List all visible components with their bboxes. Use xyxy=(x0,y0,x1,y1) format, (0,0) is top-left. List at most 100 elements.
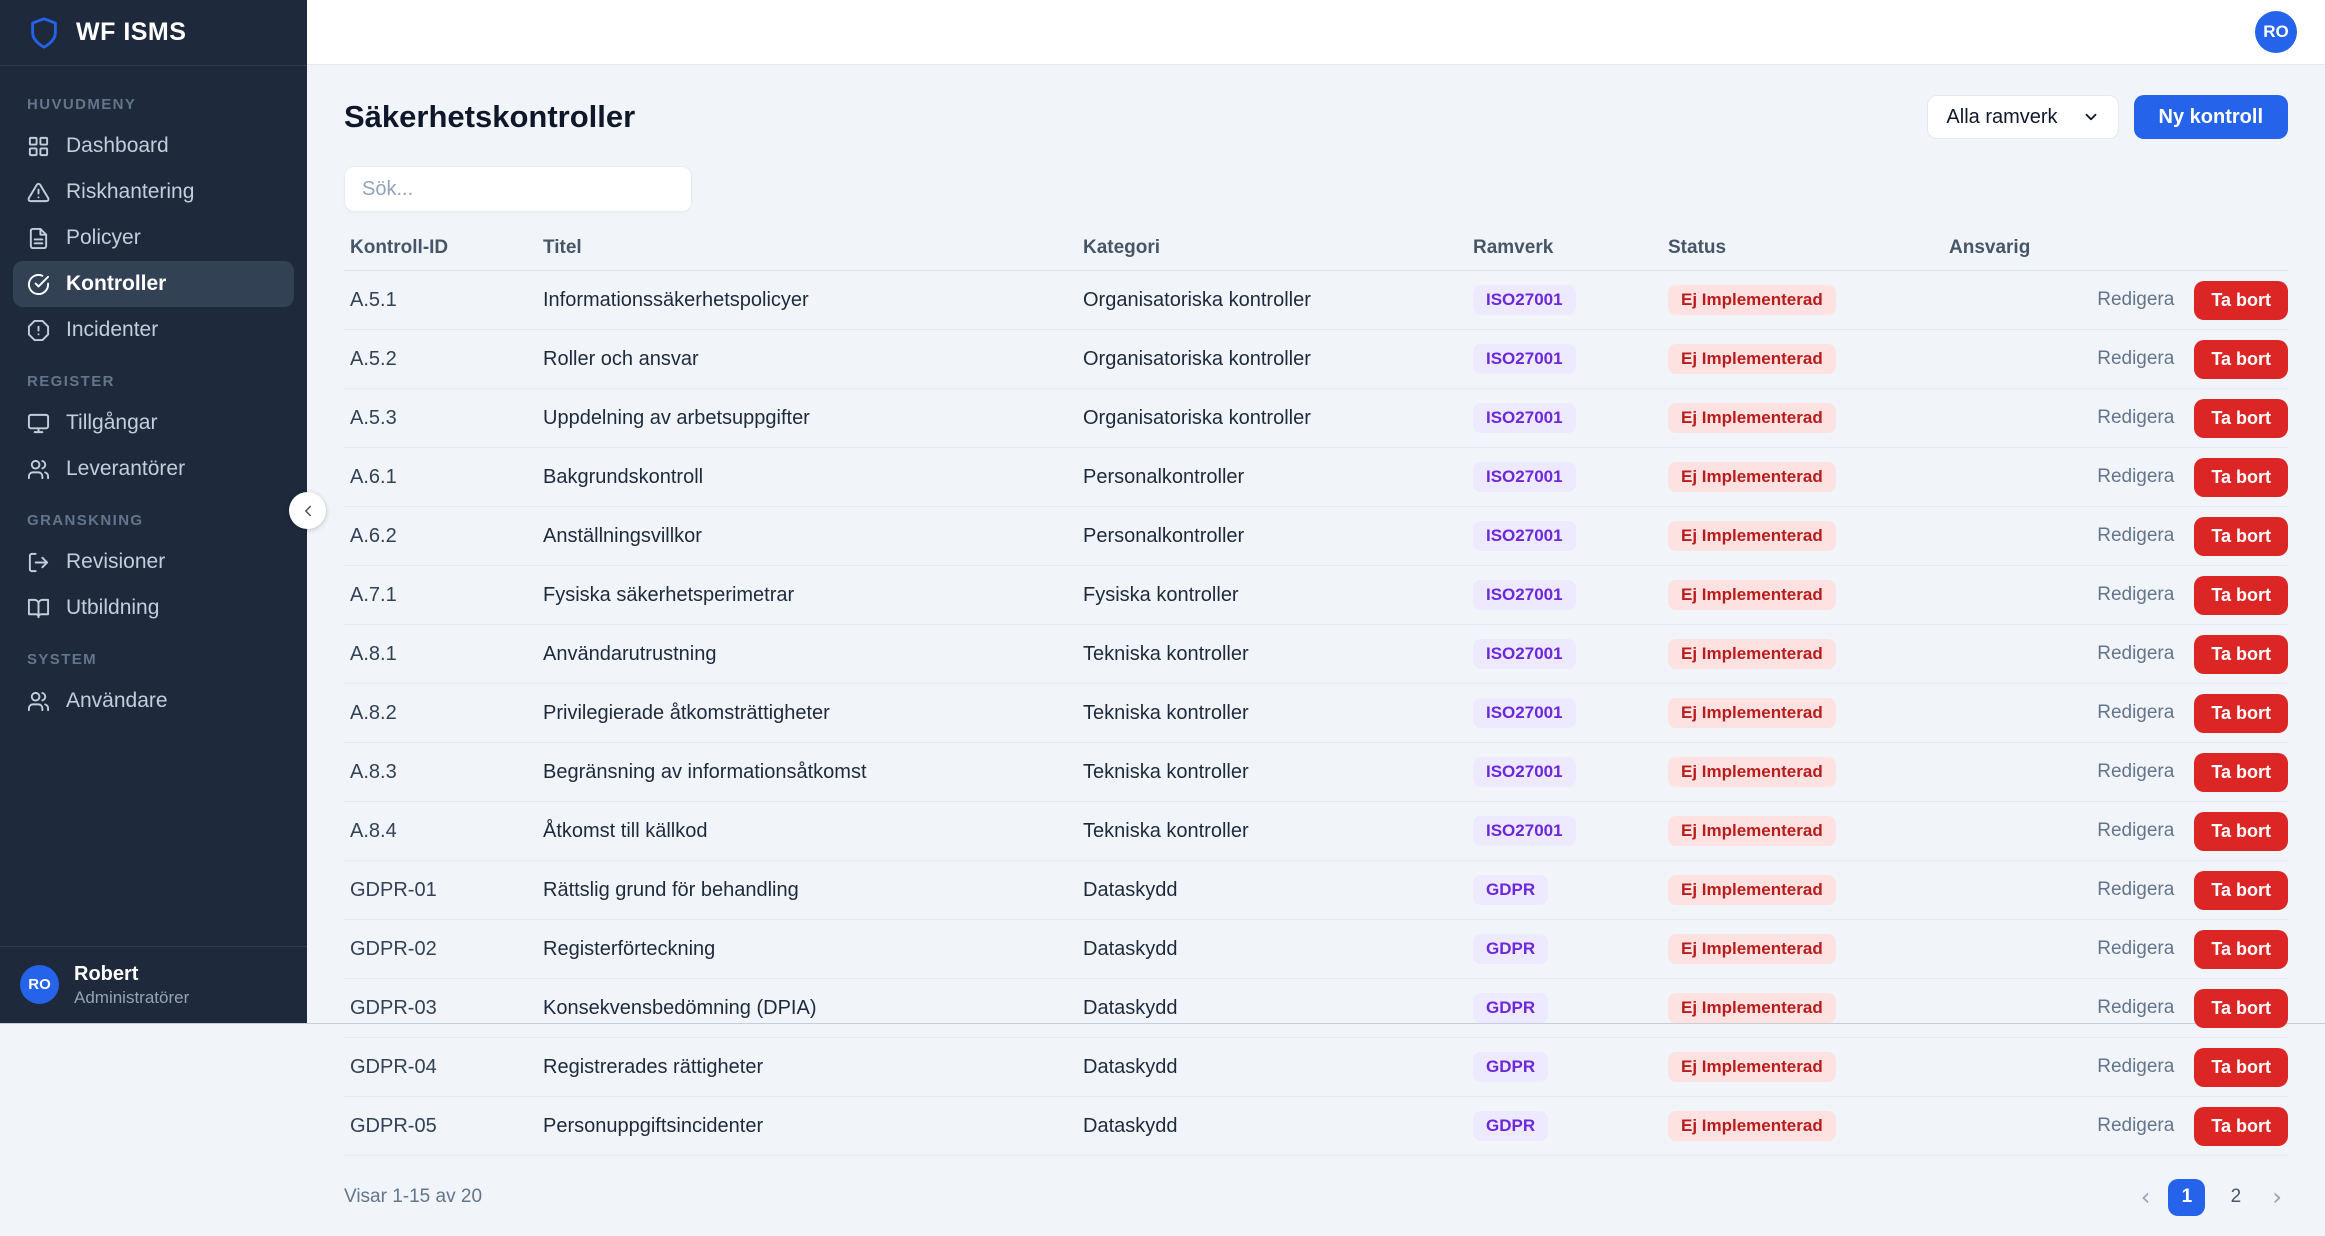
pagination-prev-button[interactable]: ‹ xyxy=(2140,1183,2151,1211)
delete-button[interactable]: Ta bort xyxy=(2194,870,2288,910)
cell-title: Registrerades rättigheter xyxy=(543,1055,764,1078)
cell-actions: Redigera Ta bort xyxy=(2096,339,2288,379)
cell-category: Tekniska kontroller xyxy=(1083,760,1249,783)
framework-filter-select[interactable]: Alla ramverk xyxy=(1927,95,2119,139)
pagination-page-2[interactable]: 2 xyxy=(2217,1179,2254,1216)
delete-button[interactable]: Ta bort xyxy=(2194,988,2288,1028)
delete-button[interactable]: Ta bort xyxy=(2194,752,2288,792)
edit-link[interactable]: Redigera xyxy=(2097,1115,2175,1136)
sidebar-item-utbildning[interactable]: Utbildning xyxy=(13,585,294,631)
edit-link[interactable]: Redigera xyxy=(2097,820,2175,841)
sidebar-item-revisioner[interactable]: Revisioner xyxy=(13,539,294,585)
sidebar-item-label: Dashboard xyxy=(66,134,169,157)
table-header-row: Kontroll-ID Titel Kategori Ramverk Statu… xyxy=(344,225,2288,271)
cell-framework: ISO27001 xyxy=(1473,402,1668,434)
delete-button[interactable]: Ta bort xyxy=(2194,339,2288,379)
cell-framework: ISO27001 xyxy=(1473,461,1668,493)
cell-status: Ej Implementerad xyxy=(1668,933,1949,965)
cell-status: Ej Implementerad xyxy=(1668,815,1949,847)
delete-button[interactable]: Ta bort xyxy=(2194,575,2288,615)
sidebar-item-tillgangar[interactable]: Tillgångar xyxy=(13,400,294,446)
cell-category: Dataskydd xyxy=(1083,996,1178,1019)
edit-link[interactable]: Redigera xyxy=(2097,1056,2175,1077)
edit-link[interactable]: Redigera xyxy=(2097,938,2175,959)
cell-actions: Redigera Ta bort xyxy=(2096,457,2288,497)
table-row: GDPR-04 Registrerades rättigheter Dataskyd… xyxy=(344,1038,2288,1097)
avatar: RO xyxy=(20,965,59,1005)
table-row: GDPR-05 Personuppgiftsincidenter Dataskydd… xyxy=(344,1097,2288,1156)
delete-button[interactable]: Ta bort xyxy=(2194,398,2288,438)
delete-button[interactable]: Ta bort xyxy=(2194,457,2288,497)
pagination-page-1[interactable]: 1 xyxy=(2168,1178,2206,1216)
cell-category: Dataskydd xyxy=(1083,1114,1178,1137)
framework-badge: GDPR xyxy=(1473,1051,1549,1083)
cell-category: Organisatoriska kontroller xyxy=(1083,288,1311,311)
cell-framework: ISO27001 xyxy=(1473,697,1668,729)
edit-link[interactable]: Redigera xyxy=(2097,466,2175,487)
edit-link[interactable]: Redigera xyxy=(2097,761,2175,782)
cell-framework: GDPR xyxy=(1473,933,1668,965)
delete-button[interactable]: Ta bort xyxy=(2194,516,2288,556)
sidebar: WF ISMS HUVUDMENY Dashboard Riskhanterin… xyxy=(0,0,307,1023)
status-badge: Ej Implementerad xyxy=(1668,402,1836,434)
page-header: Säkerhetskontroller Alla ramverk Ny kont… xyxy=(344,95,2288,139)
user-avatar[interactable]: RO xyxy=(2255,11,2297,53)
user-name: Robert xyxy=(74,962,139,985)
cell-status: Ej Implementerad xyxy=(1668,638,1949,670)
cell-actions: Redigera Ta bort xyxy=(2096,1047,2288,1087)
delete-button[interactable]: Ta bort xyxy=(2194,1106,2288,1146)
cell-category: Tekniska kontroller xyxy=(1083,819,1249,842)
edit-link[interactable]: Redigera xyxy=(2097,702,2175,723)
new-control-button[interactable]: Ny kontroll xyxy=(2133,95,2288,139)
edit-link[interactable]: Redigera xyxy=(2097,643,2175,664)
app-logo: WF ISMS xyxy=(0,0,307,66)
table-body: A.5.1 Informationssäkerhetspolicyer Organi… xyxy=(344,271,2288,1156)
delete-button[interactable]: Ta bort xyxy=(2194,811,2288,851)
sidebar-item-riskhantering[interactable]: Riskhantering xyxy=(13,169,294,215)
edit-link[interactable]: Redigera xyxy=(2097,348,2175,369)
status-badge: Ej Implementerad xyxy=(1668,343,1836,375)
sidebar-item-incidenter[interactable]: Incidenter xyxy=(13,307,294,353)
cell-category: Dataskydd xyxy=(1083,878,1178,901)
viewport-divider xyxy=(0,1023,2325,1024)
log-out-icon xyxy=(27,551,50,574)
edit-link[interactable]: Redigera xyxy=(2097,879,2175,900)
table-row: GDPR-02 Registerförteckning Dataskydd GDPR E… xyxy=(344,920,2288,979)
search-input[interactable] xyxy=(344,166,692,212)
sidebar-collapse-button[interactable] xyxy=(289,492,326,529)
table-row: A.7.1 Fysiska säkerhetsperimetrar Fysiska … xyxy=(344,566,2288,625)
cell-status: Ej Implementerad xyxy=(1668,1051,1949,1083)
delete-button[interactable]: Ta bort xyxy=(2194,280,2288,320)
cell-status: Ej Implementerad xyxy=(1668,520,1949,552)
delete-button[interactable]: Ta bort xyxy=(2194,693,2288,733)
sidebar-item-anvandare[interactable]: Användare xyxy=(13,678,294,724)
edit-link[interactable]: Redigera xyxy=(2097,289,2175,310)
status-badge: Ej Implementerad xyxy=(1668,284,1836,316)
sidebar-item-label: Policyer xyxy=(66,226,141,249)
sidebar-item-kontroller[interactable]: Kontroller xyxy=(13,261,294,307)
delete-button[interactable]: Ta bort xyxy=(2194,634,2288,674)
edit-link[interactable]: Redigera xyxy=(2097,407,2175,428)
alert-octagon-icon xyxy=(27,319,50,342)
sidebar-user[interactable]: RO Robert Administratörer xyxy=(0,945,307,1023)
cell-framework: ISO27001 xyxy=(1473,638,1668,670)
cell-status: Ej Implementerad xyxy=(1668,992,1949,1024)
edit-link[interactable]: Redigera xyxy=(2097,525,2175,546)
chevron-left-icon xyxy=(304,505,311,516)
cell-control-id: A.8.4 xyxy=(350,819,397,842)
cell-title: Uppdelning av arbetsuppgifter xyxy=(543,406,810,429)
cell-actions: Redigera Ta bort xyxy=(2096,811,2288,851)
cell-framework: ISO27001 xyxy=(1473,284,1668,316)
table-row: A.5.3 Uppdelning av arbetsuppgifter Organi… xyxy=(344,389,2288,448)
sidebar-item-leverantorer[interactable]: Leverantörer xyxy=(13,446,294,492)
sidebar-item-policyer[interactable]: Policyer xyxy=(13,215,294,261)
edit-link[interactable]: Redigera xyxy=(2097,997,2175,1018)
delete-button[interactable]: Ta bort xyxy=(2194,929,2288,969)
delete-button[interactable]: Ta bort xyxy=(2194,1047,2288,1087)
nav-section-register: REGISTER Tillgångar Leverantörer xyxy=(13,373,294,492)
pagination-next-button[interactable]: › xyxy=(2272,1183,2282,1211)
edit-link[interactable]: Redigera xyxy=(2097,584,2175,605)
cell-title: Bakgrundskontroll xyxy=(543,465,704,488)
cell-status: Ej Implementerad xyxy=(1668,697,1949,729)
sidebar-item-dashboard[interactable]: Dashboard xyxy=(13,123,294,169)
